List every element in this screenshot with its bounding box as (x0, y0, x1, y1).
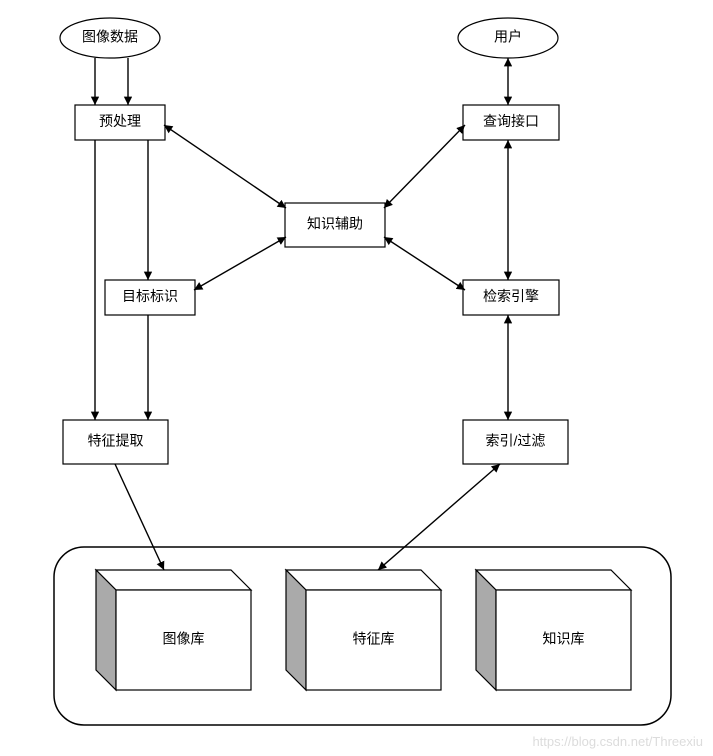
query_iface-label: 查询接口 (483, 113, 539, 129)
feature_db-label: 特征库 (353, 631, 395, 647)
index_filter-label: 索引/过滤 (486, 433, 546, 449)
image_data: 图像数据 (60, 18, 160, 58)
image_db: 图像库 (96, 570, 251, 690)
feature_db: 特征库 (286, 570, 441, 690)
user: 用户 (458, 18, 558, 58)
watermark: https://blog.csdn.net/Threexiu (532, 734, 703, 749)
search_engine: 检索引擎 (463, 280, 559, 315)
query_iface: 查询接口 (463, 105, 559, 140)
knowledge_aid-label: 知识辅助 (307, 216, 363, 232)
image_data-label: 图像数据 (82, 29, 138, 45)
user-label: 用户 (494, 29, 522, 45)
feature_extract: 特征提取 (63, 420, 168, 464)
preprocess-label: 预处理 (99, 113, 141, 129)
search_engine-label: 检索引擎 (483, 288, 539, 304)
knowledge_db: 知识库 (476, 570, 631, 690)
knowledge_aid: 知识辅助 (285, 203, 385, 247)
index_filter: 索引/过滤 (463, 420, 568, 464)
knowledge_db-label: 知识库 (543, 631, 585, 647)
target_id: 目标标识 (105, 280, 195, 315)
target_id-label: 目标标识 (122, 288, 178, 304)
image_db-label: 图像库 (163, 631, 205, 647)
flowchart-canvas: 图像数据 用户预处理 查询接口知识辅助目标标识 检索引擎特征提取 索引/过滤图像库 特征库… (0, 0, 713, 756)
feature_extract-label: 特征提取 (88, 433, 144, 449)
preprocess: 预处理 (75, 105, 165, 140)
